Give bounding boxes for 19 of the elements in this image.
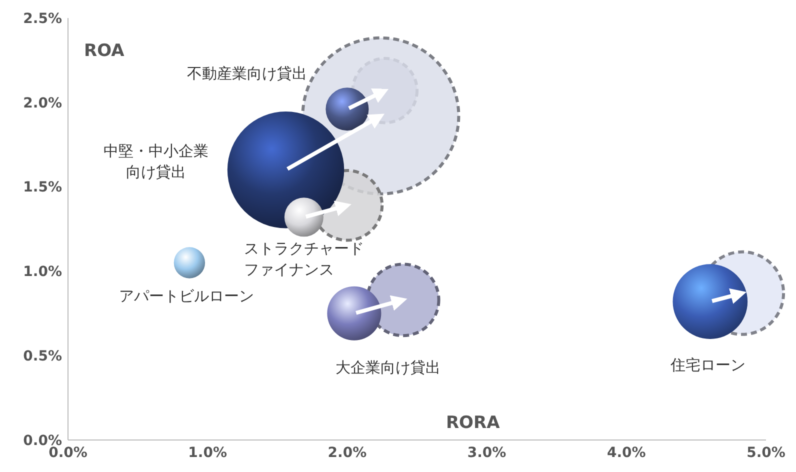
annotation: 大企業向け貸出 <box>336 358 441 377</box>
x-tick-label: 5.0% <box>746 445 786 461</box>
annotation: ストラクチャードファイナンス <box>244 239 364 278</box>
y-axis-title: ROA <box>84 41 126 61</box>
y-tick-label: 0.5% <box>23 348 62 364</box>
y-tick-label: 2.0% <box>23 95 62 112</box>
x-axis-title: RORA <box>446 413 501 433</box>
annotation: アパートビルローン <box>118 287 254 306</box>
y-tick-label: 1.0% <box>23 264 62 280</box>
x-tick-label: 2.0% <box>328 445 367 461</box>
x-tick-label: 4.0% <box>606 445 646 461</box>
x-tick-label: 1.0% <box>188 445 228 461</box>
y-tick-label: 2.5% <box>23 10 62 27</box>
y-tick-label: 1.5% <box>23 180 62 196</box>
x-tick-label: 3.0% <box>467 445 506 461</box>
x-tick-label: 0.0% <box>48 445 88 461</box>
annotation: 住宅ローン <box>670 356 746 374</box>
annotation: 中堅・中小企業向け貸出 <box>103 142 208 182</box>
annotation: 不動産業向け貸出 <box>187 64 308 82</box>
